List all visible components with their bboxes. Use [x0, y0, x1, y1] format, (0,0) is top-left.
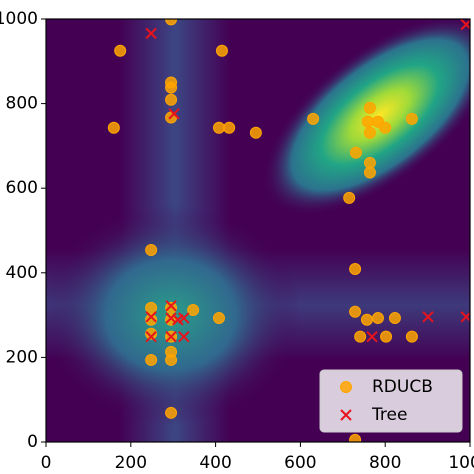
circle-point: [405, 112, 418, 125]
circle-point: [249, 126, 262, 139]
cross-point: [165, 300, 177, 312]
y-tick-label: 1000: [0, 9, 38, 29]
circle-point: [380, 330, 393, 343]
legend-marker: [340, 381, 352, 393]
circle-point: [107, 121, 120, 134]
cross-point: [145, 311, 157, 323]
circle-point: [187, 304, 200, 317]
circle-point: [405, 330, 418, 343]
circle-point: [349, 262, 362, 275]
cross-point: [366, 330, 378, 343]
circle-point: [349, 433, 362, 442]
circle-point: [361, 115, 374, 128]
heatmap: [46, 19, 470, 442]
legend-label: Tree: [371, 405, 407, 425]
circle-point: [307, 112, 320, 125]
legend-box: [319, 369, 463, 433]
x-tick-label: 800: [369, 453, 401, 473]
cross-point: [422, 311, 434, 323]
circle-point: [145, 301, 158, 314]
circle-point: [343, 191, 356, 204]
cross-point: [145, 330, 157, 343]
y-tick-label: 0: [27, 432, 38, 452]
plot-frame: [45, 18, 471, 443]
cross-point: [165, 330, 177, 343]
cross-point: [145, 27, 157, 40]
legend-marker: [340, 409, 352, 421]
circle-point: [360, 313, 373, 326]
circle-point: [379, 121, 392, 134]
circle-point: [145, 243, 158, 256]
x-tick-label: 1000: [448, 453, 474, 473]
circle-point: [388, 312, 401, 325]
circle-point: [363, 166, 376, 179]
circle-point: [145, 353, 158, 366]
x-tick-label: 600: [284, 453, 316, 473]
circle-point: [363, 126, 376, 139]
circle-point: [165, 301, 178, 314]
cross-point: [165, 312, 177, 324]
circle-point: [114, 44, 127, 57]
circle-point: [354, 330, 367, 343]
points: [107, 19, 470, 442]
cross-point: [178, 312, 190, 324]
circle-point: [145, 327, 158, 340]
circle-point: [165, 406, 178, 419]
circle-point: [212, 121, 225, 134]
circle-point: [215, 44, 228, 57]
circle-point: [349, 146, 362, 159]
x-tick-label: 200: [115, 453, 147, 473]
circle-point: [223, 121, 236, 134]
circle-point: [145, 313, 158, 326]
circle-point: [349, 305, 362, 318]
x-tick-label: 400: [199, 453, 231, 473]
circle-point: [212, 312, 225, 325]
circle-point: [165, 93, 178, 106]
circle-point: [371, 312, 384, 325]
y-tick-label: 600: [6, 178, 38, 198]
circle-point: [165, 353, 178, 366]
cross-point: [178, 330, 190, 343]
legend-label: RDUCB: [372, 377, 433, 397]
cross-point: [168, 108, 180, 120]
circle-point: [165, 81, 178, 94]
y-tick-label: 200: [6, 347, 38, 367]
y-tick-label: 400: [6, 263, 38, 283]
y-tick-label: 800: [6, 94, 38, 114]
x-tick-label: 0: [41, 453, 52, 473]
circle-point: [363, 101, 376, 114]
